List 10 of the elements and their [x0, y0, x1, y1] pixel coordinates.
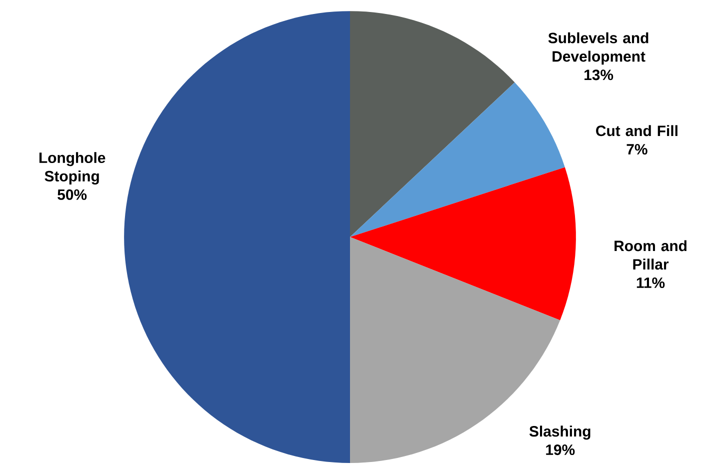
slice-label: Slashing [529, 426, 590, 440]
data-label: 13% [584, 70, 614, 80]
slice-label: Sublevels and Development [548, 32, 648, 65]
data-label: 11% [636, 278, 665, 288]
slice-label: Longhole Stoping [39, 152, 106, 185]
data-label: 19% [546, 444, 575, 456]
data-label: 50% [58, 189, 87, 200]
slice-label: Room and Pillar [614, 240, 686, 270]
data-label: 7% [626, 144, 648, 155]
slice-label: Cut and Fill [596, 125, 678, 136]
